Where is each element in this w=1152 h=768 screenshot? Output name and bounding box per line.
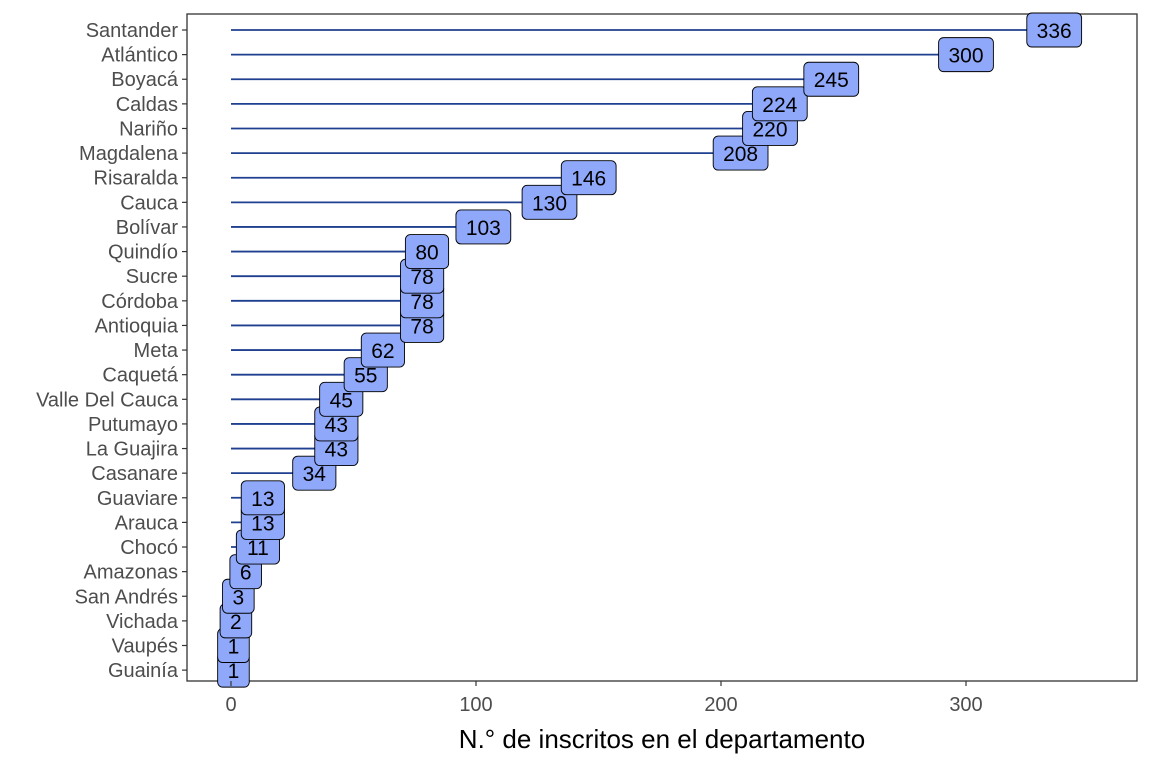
data-label-box	[240, 480, 285, 516]
y-tick-label: Quindío	[108, 242, 178, 264]
data-label: 43	[325, 439, 348, 462]
y-tick-label: Sucre	[126, 266, 178, 288]
y-tick-label: Magdalena	[79, 143, 179, 165]
data-label: 1	[228, 636, 240, 659]
x-tick-label: 0	[225, 694, 236, 716]
data-label: 13	[251, 512, 274, 535]
data-label: 11	[247, 537, 269, 560]
data-label: 78	[410, 266, 433, 289]
data-label: 130	[532, 192, 567, 215]
y-tick-label: Cauca	[120, 192, 179, 214]
data-label: 78	[410, 291, 433, 314]
y-tick-label: Guainía	[108, 660, 179, 682]
x-tick-label: 300	[949, 694, 982, 716]
y-tick-label: Santander	[86, 20, 179, 42]
y-tick-label: Vaupés	[112, 636, 178, 658]
y-tick-label: Boyacá	[111, 69, 179, 91]
data-label-box	[360, 332, 405, 368]
data-label: 80	[415, 242, 438, 265]
data-label: 146	[571, 168, 606, 191]
data-label-box	[1026, 12, 1083, 48]
plot-panel	[186, 13, 1138, 682]
y-tick-label: Casanare	[91, 463, 178, 485]
y-tick-label: Meta	[134, 340, 179, 362]
y-tick-label: Arauca	[115, 512, 179, 534]
data-label: 6	[240, 562, 252, 585]
data-label: 13	[251, 488, 274, 511]
data-label-box	[803, 61, 860, 97]
data-label-box	[560, 160, 617, 196]
y-tick-label: Amazonas	[84, 562, 179, 584]
data-label: 103	[466, 217, 501, 240]
data-label: 2	[230, 611, 242, 634]
data-label: 55	[354, 365, 377, 388]
data-label-box	[455, 209, 512, 245]
data-label-box	[751, 86, 808, 122]
y-tick-label: Valle Del Cauca	[36, 389, 179, 411]
y-tick-label: Antioquia	[95, 315, 179, 337]
data-label: 45	[330, 389, 353, 412]
y-tick-label: Córdoba	[101, 291, 179, 313]
data-label: 208	[723, 143, 758, 166]
data-label: 224	[762, 94, 797, 117]
y-tick-label: Putumayo	[88, 414, 178, 436]
y-tick-label: Caquetá	[102, 365, 178, 387]
y-tick-label: Vichada	[106, 611, 179, 633]
data-label-box	[938, 37, 994, 73]
y-tick-label: Bolívar	[116, 217, 179, 239]
data-label: 220	[752, 118, 787, 141]
data-label: 336	[1037, 20, 1072, 43]
y-tick-label: Nariño	[119, 118, 178, 140]
x-tick-label: 100	[459, 694, 492, 716]
data-label: 43	[325, 414, 348, 437]
data-label: 245	[814, 69, 849, 92]
x-axis-title: N.° de inscritos en el departamento	[459, 724, 865, 754]
y-tick-label: Chocó	[120, 537, 178, 559]
y-tick-label: Caldas	[116, 94, 178, 116]
y-tick-label: Risaralda	[94, 168, 179, 190]
data-label-box	[404, 234, 450, 270]
x-axis: 0 100 200 300	[225, 681, 983, 716]
y-tick-label: Atlántico	[101, 45, 178, 67]
data-label: 300	[948, 45, 983, 68]
x-tick-label: 200	[704, 694, 737, 716]
data-label: 78	[410, 315, 433, 338]
data-label: 62	[371, 340, 394, 363]
data-label: 3	[233, 586, 245, 609]
data-label: 34	[303, 463, 327, 486]
y-tick-label: San Andrés	[75, 586, 178, 608]
data-label: 1	[228, 660, 240, 683]
y-tick-label: La Guajira	[86, 439, 179, 461]
y-tick-label: Guaviare	[97, 488, 178, 510]
data-labels: 1123611131334434345556278787880103130146…	[217, 12, 1083, 688]
chart-marks: 1123611131334434345556278787880103130146…	[217, 12, 1083, 688]
